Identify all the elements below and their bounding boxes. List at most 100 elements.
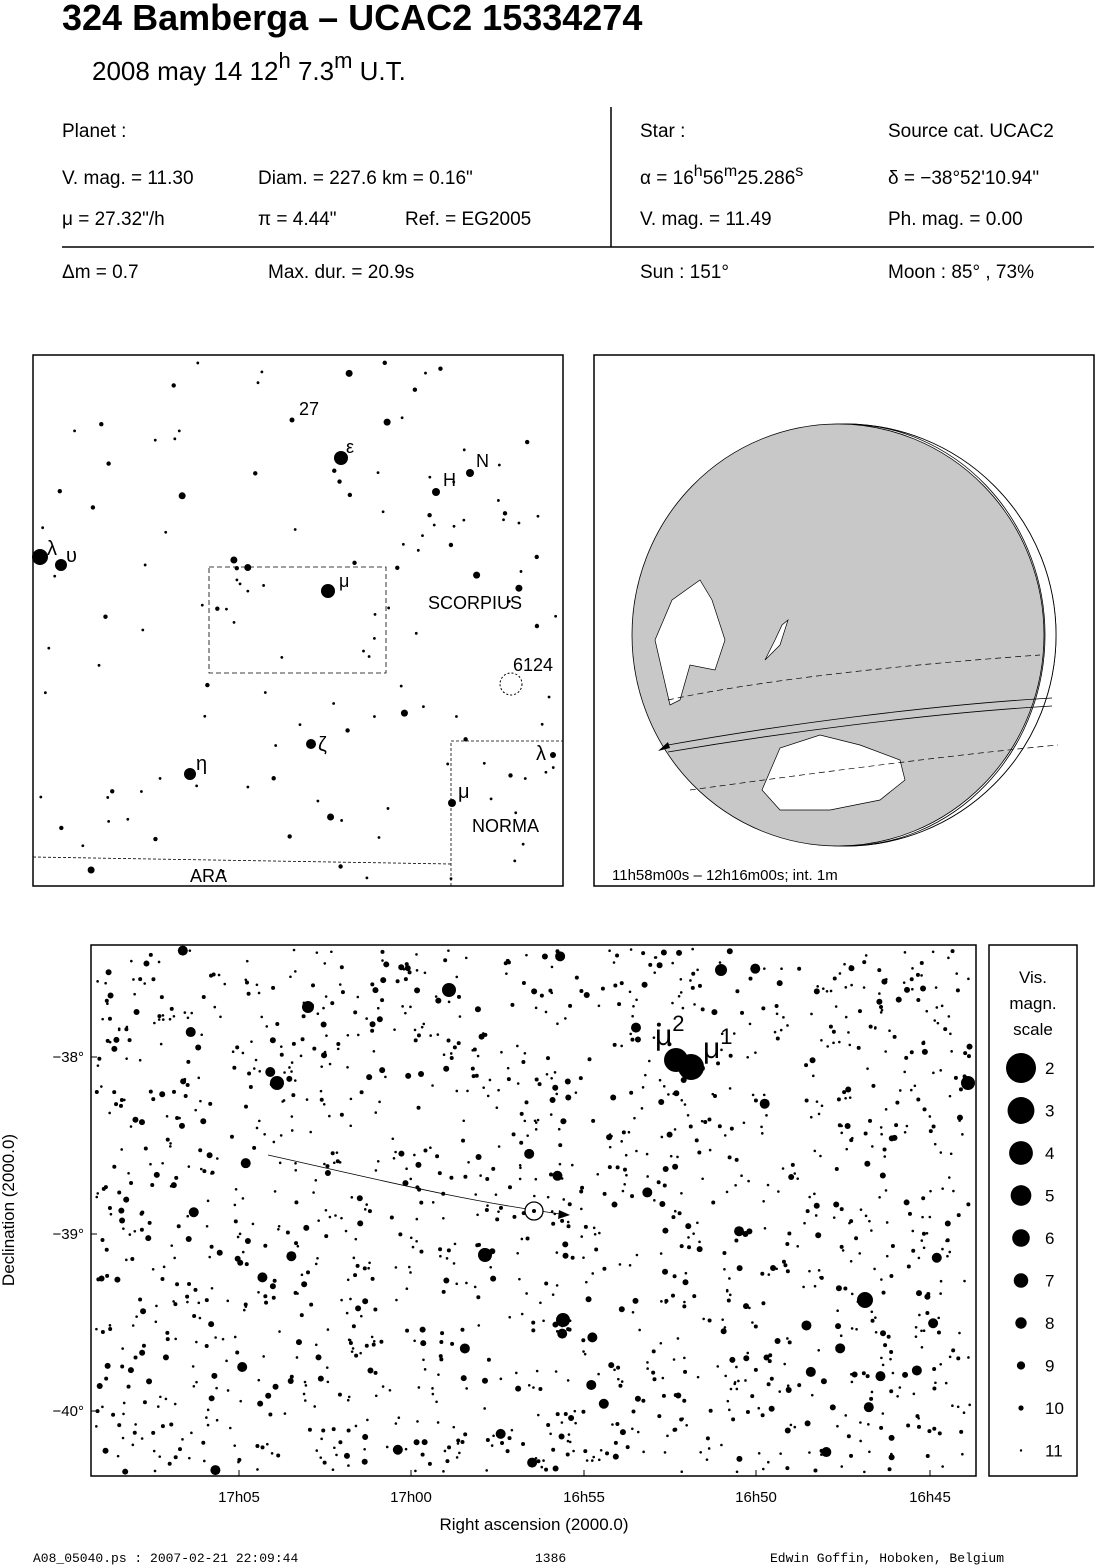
star xyxy=(257,1290,260,1294)
star xyxy=(394,1422,398,1425)
star xyxy=(373,1370,378,1375)
star xyxy=(125,1258,128,1262)
star xyxy=(580,1235,584,1238)
star xyxy=(331,1427,336,1432)
star xyxy=(557,1127,561,1131)
star xyxy=(192,1313,197,1318)
star xyxy=(536,1459,541,1464)
star xyxy=(434,995,438,998)
star xyxy=(255,1126,259,1130)
star xyxy=(733,1381,737,1384)
star xyxy=(917,1256,921,1260)
star xyxy=(763,1354,770,1361)
star xyxy=(351,1324,356,1329)
star xyxy=(920,1345,924,1349)
star xyxy=(630,1037,635,1042)
globe-panel: 11h58m00s – 12h16m00s; int. 1m xyxy=(593,354,1095,887)
star xyxy=(460,1375,467,1382)
star xyxy=(323,1162,326,1166)
star xyxy=(885,1254,889,1258)
star xyxy=(881,1412,885,1415)
star xyxy=(931,950,935,954)
star xyxy=(679,977,683,981)
star xyxy=(519,1140,524,1145)
star xyxy=(491,1166,496,1171)
star xyxy=(906,1264,911,1269)
star xyxy=(330,1001,335,1006)
star xyxy=(546,1195,550,1199)
star xyxy=(201,994,206,999)
alpha-part: 56 xyxy=(703,168,724,189)
star xyxy=(555,1330,559,1333)
star xyxy=(554,1370,558,1373)
star xyxy=(133,992,136,996)
star xyxy=(507,1185,512,1190)
star xyxy=(428,475,432,479)
star xyxy=(174,1337,177,1341)
star xyxy=(636,1430,640,1434)
star xyxy=(902,981,906,984)
star xyxy=(810,1012,813,1016)
star xyxy=(508,773,513,778)
star xyxy=(335,1159,340,1164)
star xyxy=(296,1244,300,1248)
star xyxy=(423,1368,427,1371)
star xyxy=(523,1051,527,1055)
star xyxy=(190,1431,193,1435)
star xyxy=(844,1096,847,1100)
star xyxy=(432,488,440,496)
star xyxy=(186,1300,189,1304)
star xyxy=(715,964,727,976)
star xyxy=(552,1465,559,1472)
star xyxy=(813,1149,817,1153)
star xyxy=(440,1331,445,1336)
star xyxy=(586,1379,597,1390)
star xyxy=(944,1381,948,1385)
delta-mag: Δm = 0.7 xyxy=(62,262,139,283)
star xyxy=(844,1414,848,1417)
star xyxy=(883,1155,887,1158)
star xyxy=(427,513,432,518)
star xyxy=(939,1279,943,1283)
star xyxy=(583,992,590,999)
star xyxy=(779,1028,783,1032)
star xyxy=(839,1244,844,1249)
star xyxy=(829,1404,836,1411)
star xyxy=(187,1165,191,1168)
star xyxy=(585,1296,592,1303)
star xyxy=(97,663,101,667)
star xyxy=(950,949,955,954)
star xyxy=(415,1239,418,1243)
star xyxy=(648,962,653,967)
star xyxy=(583,1449,588,1454)
star xyxy=(256,1468,259,1471)
star xyxy=(125,1057,128,1060)
star xyxy=(285,1230,290,1235)
star xyxy=(379,1339,384,1344)
star xyxy=(352,1256,356,1260)
star xyxy=(864,954,868,957)
star xyxy=(435,1154,440,1159)
star xyxy=(505,972,508,975)
star xyxy=(420,1340,427,1347)
star xyxy=(619,981,624,986)
star xyxy=(631,1310,635,1314)
star xyxy=(455,1282,459,1286)
star xyxy=(835,1323,842,1330)
star xyxy=(848,1096,852,1099)
star xyxy=(911,967,914,970)
star xyxy=(610,1134,613,1138)
star xyxy=(272,1140,276,1144)
star xyxy=(516,1044,519,1048)
star xyxy=(366,1074,373,1081)
star xyxy=(376,1006,380,1010)
star xyxy=(108,1111,111,1115)
star xyxy=(956,1213,961,1218)
star xyxy=(290,1129,294,1132)
star xyxy=(663,1451,667,1454)
star xyxy=(565,1452,570,1457)
star xyxy=(100,1085,103,1088)
star xyxy=(871,1145,874,1148)
star xyxy=(566,1379,570,1382)
star xyxy=(702,1317,705,1321)
